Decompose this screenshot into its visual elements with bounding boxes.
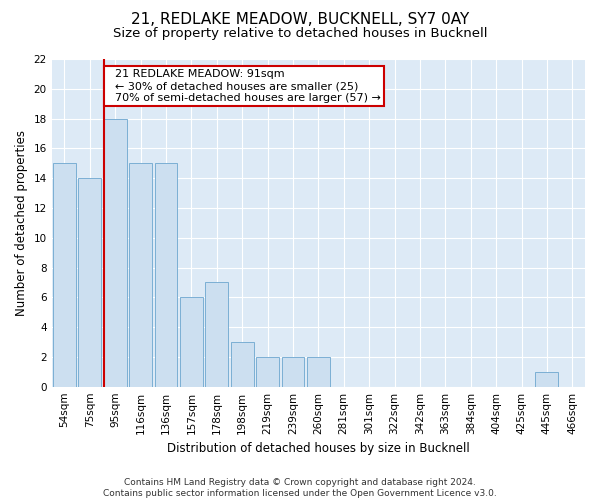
Bar (256, 357, 279, 386)
Bar (180, 298, 203, 386)
Text: 21 REDLAKE MEADOW: 91sqm
  ← 30% of detached houses are smaller (25)
  70% of se: 21 REDLAKE MEADOW: 91sqm ← 30% of detach… (107, 70, 380, 102)
Bar (104, 118, 127, 386)
Text: Size of property relative to detached houses in Bucknell: Size of property relative to detached ho… (113, 28, 487, 40)
Text: Contains HM Land Registry data © Crown copyright and database right 2024.
Contai: Contains HM Land Registry data © Crown c… (103, 478, 497, 498)
Bar (53, 164, 76, 386)
Bar (129, 164, 152, 386)
Bar (535, 372, 559, 386)
Y-axis label: Number of detached properties: Number of detached properties (15, 130, 28, 316)
Bar (79, 178, 101, 386)
Text: 21, REDLAKE MEADOW, BUCKNELL, SY7 0AY: 21, REDLAKE MEADOW, BUCKNELL, SY7 0AY (131, 12, 469, 28)
Bar (231, 342, 254, 386)
Bar (281, 357, 304, 386)
X-axis label: Distribution of detached houses by size in Bucknell: Distribution of detached houses by size … (167, 442, 470, 455)
Bar (155, 164, 178, 386)
Bar (205, 282, 228, 387)
Bar (307, 357, 330, 386)
